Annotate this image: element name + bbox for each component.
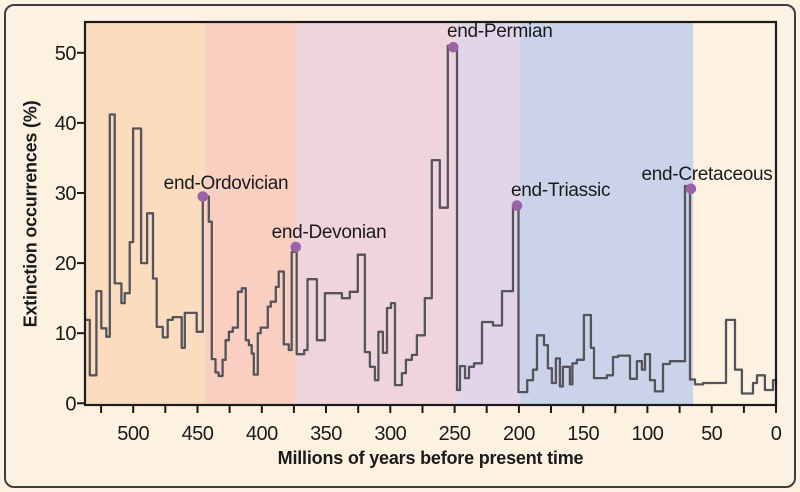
plot-border (83, 20, 778, 407)
y-tick-label: 0 (65, 393, 76, 415)
period-band (204, 23, 297, 404)
axis-ticks-group: 500 450 400 350 300 250 200 150 100 50 00102030405… (55, 43, 782, 445)
period-band (456, 23, 521, 404)
x-tick-label: 100 (631, 423, 663, 445)
extinction-line-group (85, 44, 778, 395)
event-label-end-permian: end-Permian (447, 21, 552, 42)
event-dot-end-devonian (290, 241, 302, 253)
y-tick-label: 20 (55, 253, 77, 275)
x-tick-label: 300 (374, 423, 406, 445)
x-tick-label: 150 (567, 423, 599, 445)
x-tick-label: 50 (701, 423, 723, 445)
x-axis-title: Millions of years before present time (277, 448, 584, 468)
extinction-occurrences-line (85, 44, 778, 395)
y-tick-label: 30 (55, 183, 77, 205)
x-tick-label: 450 (182, 423, 214, 445)
y-tick-label: 10 (55, 323, 77, 345)
y-axis-title: Extinction occurrences (%) (20, 100, 41, 328)
period-band (85, 23, 205, 404)
period-bands (85, 23, 694, 404)
x-tick-label: 400 (246, 423, 278, 445)
x-tick-label: 200 (503, 423, 535, 445)
event-label-end-cretaceous: end-Cretaceous (642, 164, 773, 185)
event-dot-end-cretaceous (685, 183, 697, 195)
plot-frame-group (83, 20, 778, 407)
event-dot-end-ordovician (197, 191, 209, 202)
event-markers-group: end-Ordovician end-Devonian end-Permian end… (164, 21, 773, 253)
x-tick-label: 350 (310, 423, 342, 445)
event-dot-end-triassic (511, 200, 523, 211)
x-tick-label: 500 (117, 423, 149, 445)
event-dot-end-permian (448, 41, 459, 53)
event-label-end-devonian: end-Devonian (272, 222, 387, 243)
period-band (520, 23, 694, 404)
y-tick-label: 50 (55, 43, 77, 65)
x-tick-label: 0 (771, 423, 782, 445)
x-tick-label: 250 (439, 423, 471, 445)
event-label-end-triassic: end-Triassic (511, 180, 610, 201)
y-tick-label: 40 (55, 113, 77, 135)
event-label-end-ordovician: end-Ordovician (164, 173, 289, 194)
